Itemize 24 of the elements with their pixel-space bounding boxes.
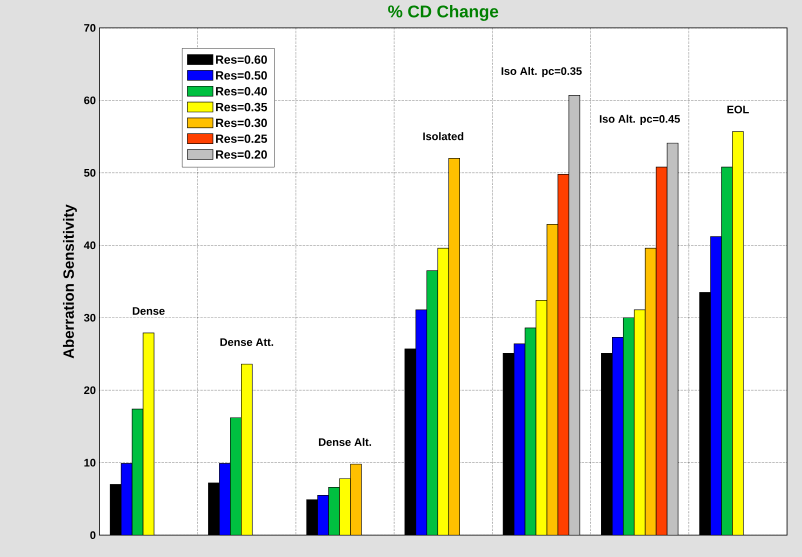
y-tick-label: 0 — [90, 531, 96, 539]
annotation: Iso Alt. pc=0.45 — [600, 114, 680, 125]
y-tick-label: 50 — [84, 168, 96, 177]
chart-title: % CD Change — [388, 4, 498, 21]
y-tick-label: 20 — [84, 386, 96, 394]
annotation: Iso Alt. pc=0.35 — [502, 66, 582, 78]
y-tick-label: 70 — [84, 24, 96, 32]
legend-label: Res=0.35 — [216, 102, 268, 112]
y-tick-label: 40 — [84, 241, 96, 250]
legend-label: Res=0.20 — [216, 150, 267, 159]
legend-label: Res=0.40 — [216, 86, 267, 96]
legend-label: Res=0.25 — [216, 134, 268, 143]
legend-label: Res=0.60 — [216, 55, 267, 64]
annotation: Dense Alt. — [318, 438, 372, 446]
annotation: Dense — [132, 307, 165, 315]
y-tick-label: 30 — [84, 314, 96, 322]
legend-label: Res=0.50 — [216, 71, 267, 80]
y-axis-title: Aberration Sensitivity — [62, 204, 77, 358]
annotation: EOL — [727, 106, 749, 114]
y-tick-label: 10 — [84, 458, 96, 467]
annotation: Isolated — [423, 132, 464, 140]
legend-label: Res=0.30 — [216, 118, 267, 128]
y-tick-label: 60 — [84, 96, 96, 104]
annotation: Dense Att. — [220, 338, 274, 346]
